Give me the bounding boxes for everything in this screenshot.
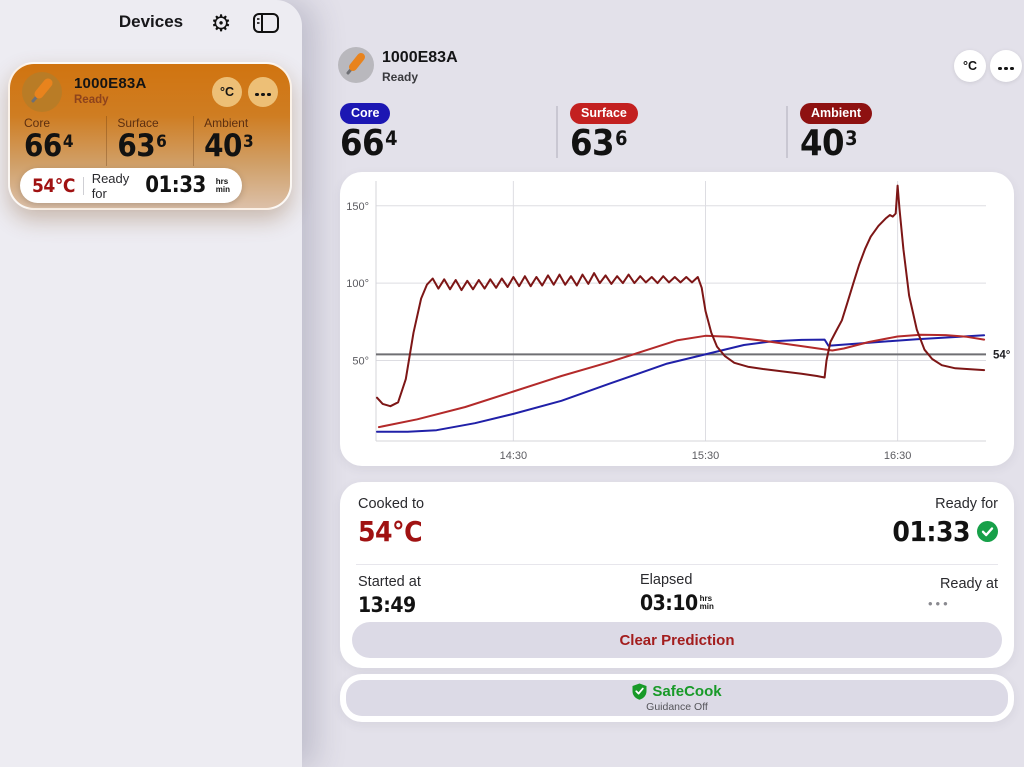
svg-text:50°: 50°	[352, 356, 369, 368]
safecook-button[interactable]: SafeCook Guidance Off	[346, 680, 1008, 716]
time-units: hrs min	[215, 176, 230, 194]
safecook-subtitle: Guidance Off	[646, 701, 708, 713]
cooked-to-block: Cooked to 54°C	[358, 496, 424, 548]
svg-text:150°: 150°	[346, 201, 369, 213]
stat-value: 403	[204, 128, 254, 164]
more-options-button[interactable]	[990, 50, 1022, 82]
more-icon	[997, 59, 1015, 73]
svg-text:54°: 54°	[993, 349, 1011, 361]
divider	[356, 564, 998, 565]
more-options-button[interactable]	[248, 77, 278, 107]
more-icon	[254, 85, 272, 99]
temperature-chart[interactable]: 14:30 15:30 16:30 50° 100° 150° 54°	[340, 172, 1014, 466]
sidebar-header: Devices ⚙	[0, 6, 302, 40]
svg-text:14:30: 14:30	[500, 450, 528, 462]
device-status: Ready	[74, 94, 109, 106]
stat-ambient: Ambient 403	[800, 103, 872, 162]
started-at-block: Started at 13:49	[358, 574, 421, 617]
stat-ambient: Ambient 403	[193, 116, 280, 166]
ready-for-block: Ready for 01:33	[892, 496, 998, 548]
stat-value: 403	[800, 123, 857, 164]
cooked-to-value: 54°C	[358, 515, 423, 548]
device-card-header: 1000E83A Ready °C	[22, 72, 280, 114]
stat-core: Core 664	[24, 116, 106, 166]
stat-label: Ambient	[204, 116, 249, 130]
safecook-card: SafeCook Guidance Off	[340, 674, 1014, 722]
time-units: hrs min	[699, 594, 714, 611]
stat-label-pill: Ambient	[800, 103, 872, 124]
safecook-title: SafeCook	[652, 683, 722, 700]
probe-icon	[22, 72, 62, 112]
gear-icon: ⚙	[210, 9, 232, 36]
ready-at-block: Ready at •••	[924, 576, 998, 611]
stat-value: 664	[24, 128, 73, 164]
divider	[82, 176, 84, 195]
elapsed-block: Elapsed 03:10 hrs min	[640, 572, 714, 615]
unit-toggle-button[interactable]: °C	[954, 50, 986, 82]
stat-surface: Surface 636	[106, 116, 193, 166]
temperature-chart-card[interactable]: 14:30 15:30 16:30 50° 100° 150° 54°	[340, 172, 1014, 466]
stat-value: 636	[570, 123, 627, 164]
device-card-stats: Core 664 Surface 636 Ambient 403	[24, 116, 280, 166]
sidebar-toggle-icon	[253, 13, 279, 33]
stat-label-pill: Surface	[570, 103, 638, 124]
started-at-label: Started at	[358, 574, 421, 590]
check-circle-icon	[977, 521, 998, 542]
ready-at-label: Ready at	[939, 576, 998, 592]
svg-text:16:30: 16:30	[884, 450, 912, 462]
elapsed-value: 03:10 hrs min	[640, 591, 714, 615]
stat-value: 664	[340, 123, 397, 164]
svg-text:100°: 100°	[346, 278, 369, 290]
stat-label: Core	[24, 116, 51, 130]
settings-button[interactable]: ⚙	[205, 8, 237, 38]
ready-for-label: Ready for	[935, 496, 998, 512]
ready-at-value: •••	[928, 596, 951, 611]
probe-icon	[338, 47, 374, 83]
ready-for-label: Ready for	[91, 170, 130, 201]
stat-value: 636	[117, 128, 167, 164]
elapsed-label: Elapsed	[640, 572, 693, 588]
sidebar-title: Devices	[118, 12, 184, 31]
stat-label-pill: Core	[340, 103, 391, 124]
devices-sidebar: Devices ⚙ 1000E83A Ready °C	[0, 0, 302, 767]
ready-for-time: 01:33	[145, 173, 206, 198]
shield-check-icon	[632, 683, 647, 700]
started-at-value: 13:49	[358, 593, 416, 617]
divider	[556, 106, 558, 158]
stat-label: Surface	[117, 116, 159, 130]
device-name: 1000E83A	[382, 49, 458, 66]
target-temperature: 54°C	[32, 174, 75, 197]
stat-surface: Surface 636	[570, 103, 638, 162]
unit-toggle-button[interactable]: °C	[212, 77, 242, 107]
sidebar-toggle-button[interactable]	[250, 8, 282, 38]
cooked-to-label: Cooked to	[358, 496, 425, 512]
device-name: 1000E83A	[74, 75, 147, 92]
prediction-pill: 54°C Ready for 01:33 hrs min	[20, 168, 242, 203]
divider	[786, 106, 788, 158]
svg-text:15:30: 15:30	[692, 450, 720, 462]
clear-prediction-button[interactable]: Clear Prediction	[352, 622, 1002, 658]
device-status: Ready	[382, 70, 419, 84]
prediction-panel: Cooked to 54°C Ready for 01:33 Started a…	[340, 482, 1014, 668]
stat-core: Core 664	[340, 103, 397, 162]
device-card[interactable]: 1000E83A Ready °C Core 664 Surface 636 A…	[8, 62, 292, 210]
ready-for-value: 01:33	[892, 515, 970, 548]
